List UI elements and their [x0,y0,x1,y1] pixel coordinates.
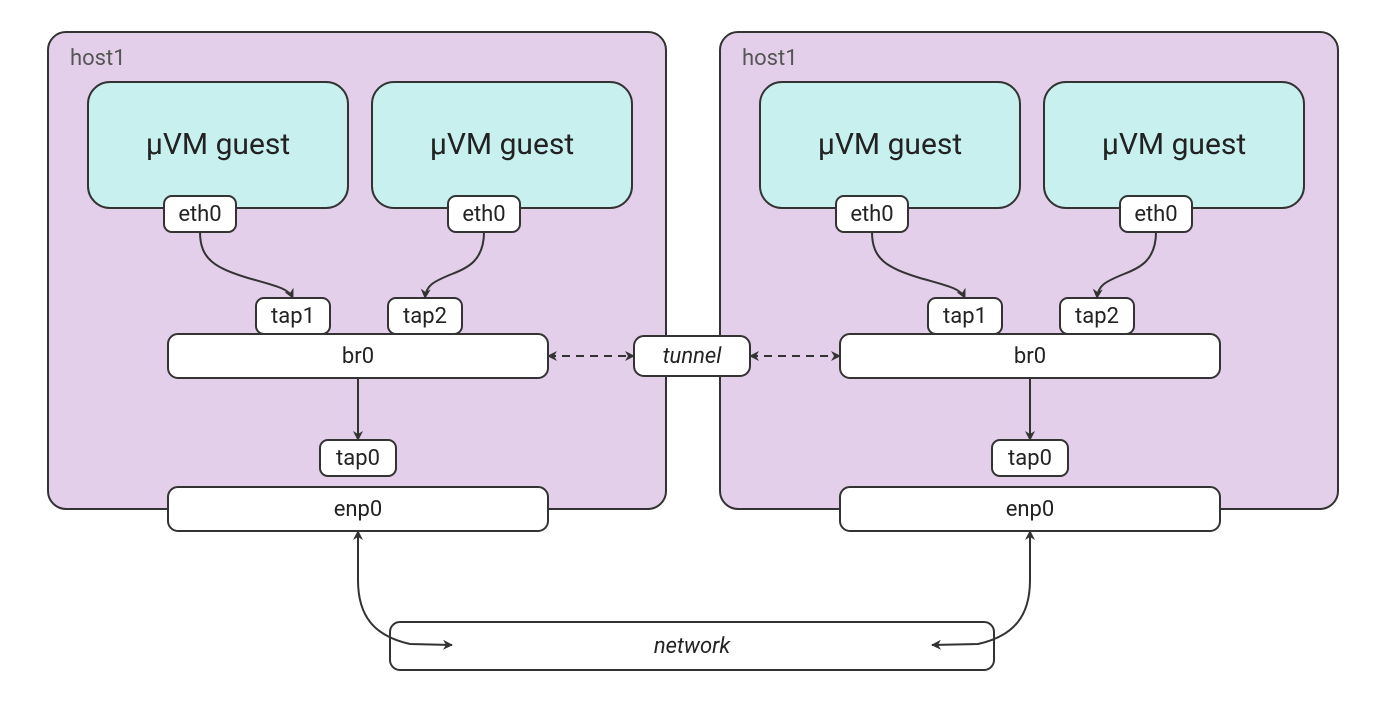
network-label: network [654,634,732,659]
tap-l1-label: tap1 [271,304,315,329]
eth-r2-label: eth0 [1134,202,1177,227]
eth-l2-label: eth0 [462,202,505,227]
enp-l-label: enp0 [334,497,383,522]
br-r-label: br0 [1014,344,1046,369]
eth-r1-label: eth0 [850,202,893,227]
network-diagram: host1 μVM guest eth0 μVM guest eth0 tap1 tap2 b… [0,0,1383,722]
guest-l2-label: μVM guest [430,127,574,162]
tap0-r-label: tap0 [1008,446,1052,471]
enp-r-label: enp0 [1006,497,1055,522]
guest-l1-label: μVM guest [146,127,290,162]
tap-l2-label: tap2 [403,304,447,329]
guest-r1-label: μVM guest [818,127,962,162]
br-l-label: br0 [342,344,374,369]
host-right-label: host1 [742,46,798,71]
tap-r2-label: tap2 [1075,304,1119,329]
tap-r1-label: tap1 [943,304,987,329]
tunnel-label: tunnel [663,344,723,369]
guest-r2-label: μVM guest [1102,127,1246,162]
tap0-l-label: tap0 [336,446,380,471]
host-left-label: host1 [70,46,126,71]
eth-l1-label: eth0 [178,202,221,227]
